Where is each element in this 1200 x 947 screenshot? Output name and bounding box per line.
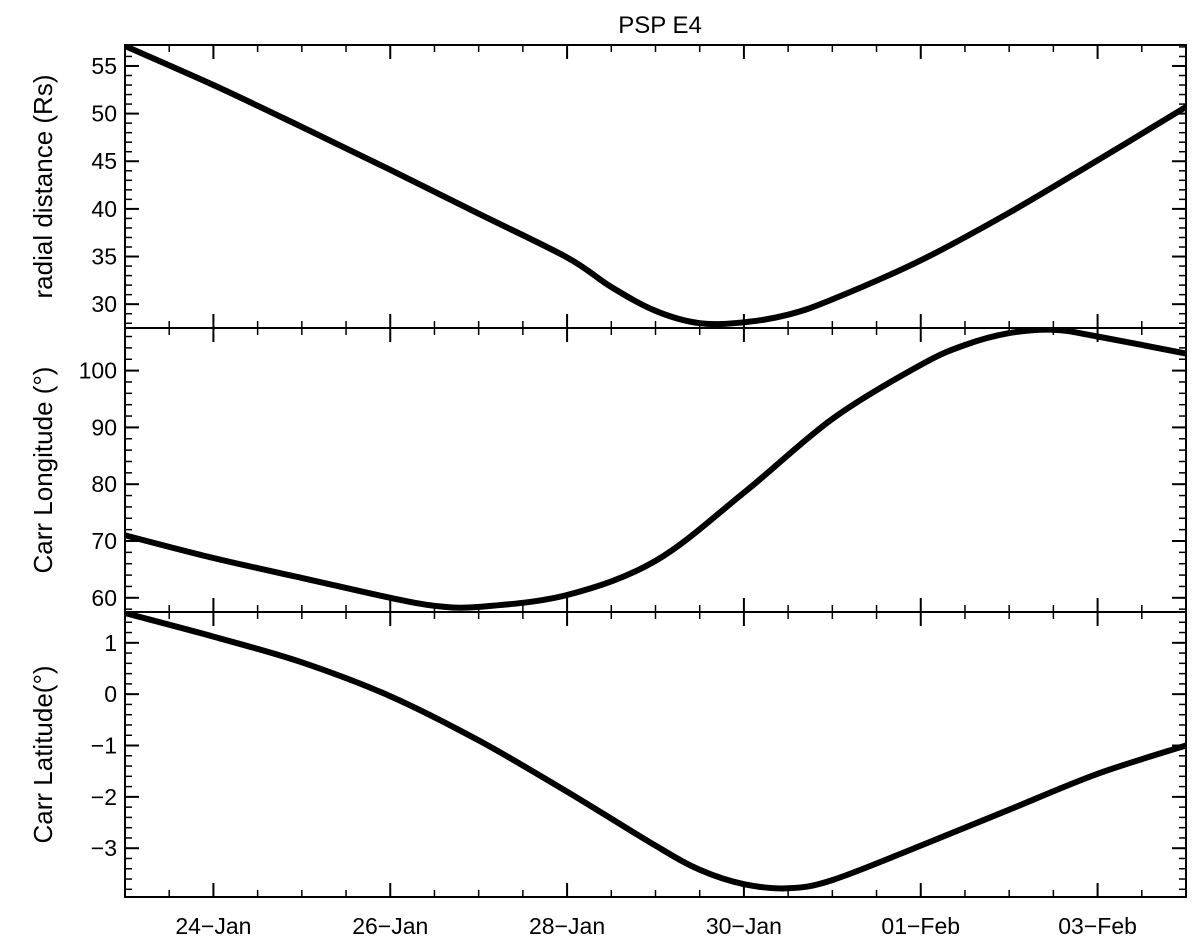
y-tick-label: 1 bbox=[104, 630, 117, 656]
y-tick-label: 80 bbox=[91, 471, 117, 497]
y-tick-label: 45 bbox=[91, 148, 117, 174]
panel-1: 30 35 40 45 50 55 radial distance (Rs) bbox=[28, 44, 1187, 329]
x-tick-label: 28−Jan bbox=[529, 913, 605, 939]
series-line-panel-2 bbox=[125, 328, 1186, 611]
x-tick-label: 03−Feb bbox=[1058, 913, 1137, 939]
chart-title: PSP E4 bbox=[618, 12, 702, 39]
y-tick-label: 55 bbox=[91, 53, 117, 79]
y-tick-label: 70 bbox=[91, 528, 117, 554]
panel-3: −3 −2 −1 0 1 Carr Latitude(°) bbox=[28, 611, 1187, 898]
y-axis-label: Carr Longitude (°) bbox=[28, 367, 58, 574]
x-axis: 24−Jan 26−Jan 28−Jan 30−Jan 01−Feb 03−Feb bbox=[175, 913, 1137, 939]
y-tick-label: 0 bbox=[104, 681, 117, 707]
y-tick-label: −1 bbox=[91, 733, 117, 759]
panel-2: 60 70 80 90 100 Carr Longitude (°) bbox=[28, 327, 1187, 613]
chart-panels: 30 35 40 45 50 55 radial distance (Rs) 60 70 80 90… bbox=[28, 44, 1187, 939]
y-tick-label: 30 bbox=[91, 291, 117, 317]
plot-frame bbox=[124, 44, 1187, 329]
x-tick-label: 01−Feb bbox=[881, 913, 960, 939]
series-line-panel-3 bbox=[125, 612, 1186, 892]
y-tick-label: 60 bbox=[91, 585, 117, 611]
y-tick-label: 100 bbox=[79, 358, 117, 384]
plot-frame bbox=[124, 327, 1187, 613]
x-tick-label: 24−Jan bbox=[175, 913, 251, 939]
y-tick-label: 40 bbox=[91, 196, 117, 222]
y-axis-label: Carr Latitude(°) bbox=[28, 665, 58, 843]
x-tick-label: 30−Jan bbox=[706, 913, 782, 939]
series-line-panel-1 bbox=[125, 45, 1186, 328]
y-tick-label: 35 bbox=[91, 244, 117, 270]
y-axis-label: radial distance (Rs) bbox=[28, 75, 58, 299]
y-tick-label: 90 bbox=[91, 414, 117, 440]
y-tick-label: −3 bbox=[91, 835, 117, 861]
x-tick-label: 26−Jan bbox=[352, 913, 428, 939]
y-tick-label: −2 bbox=[91, 784, 117, 810]
y-tick-label: 50 bbox=[91, 101, 117, 127]
